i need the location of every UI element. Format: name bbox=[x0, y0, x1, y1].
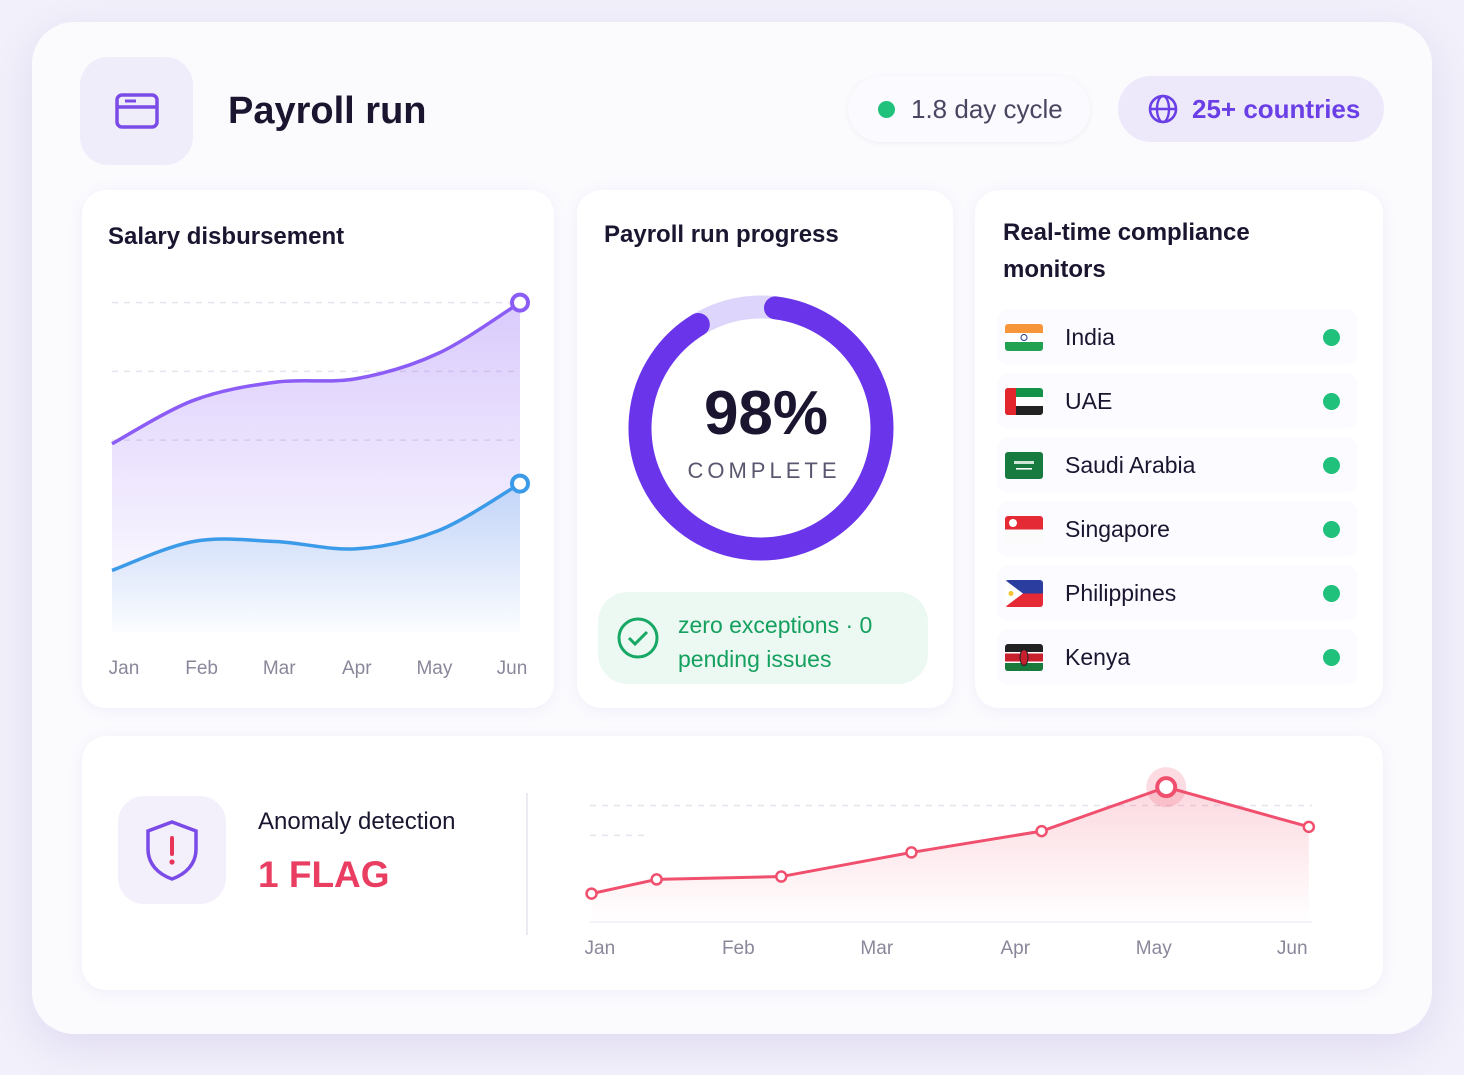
x-tick-label: Jun bbox=[497, 658, 528, 679]
x-tick-label: May bbox=[416, 658, 452, 679]
status-dot bbox=[1323, 328, 1340, 346]
card-title: Real-time compliance monitors bbox=[1003, 219, 1250, 283]
country-name: India bbox=[1065, 323, 1115, 350]
country-row: Kenya bbox=[997, 629, 1358, 685]
point bbox=[1035, 824, 1048, 838]
shield-icon-box bbox=[118, 796, 226, 904]
x-tick-label: Apr bbox=[1000, 938, 1030, 959]
x-tick-label: Feb bbox=[185, 658, 218, 679]
countries-badge[interactable]: 25+ countries bbox=[1118, 76, 1384, 142]
page-title: Payroll run bbox=[228, 90, 427, 132]
flag bbox=[1005, 451, 1043, 479]
end-point bbox=[510, 292, 530, 313]
divider bbox=[526, 793, 528, 935]
progress-label: COMPLETE bbox=[687, 458, 840, 483]
header-icon bbox=[80, 57, 193, 165]
country-name: Singapore bbox=[1065, 515, 1170, 542]
shield-icon bbox=[146, 820, 198, 881]
donut-progress bbox=[628, 296, 894, 561]
anomaly-title: Anomaly detection bbox=[258, 808, 456, 835]
badge-text: 1.8 day cycle bbox=[911, 93, 1063, 124]
x-tick-label: Jan bbox=[585, 938, 616, 959]
peak-point bbox=[1155, 776, 1178, 799]
line bbox=[111, 482, 521, 573]
point bbox=[775, 870, 788, 883]
country-name: Kenya bbox=[1065, 643, 1131, 670]
point bbox=[905, 846, 918, 859]
status-box: zero exceptions · 0 pending issues bbox=[598, 592, 928, 684]
area bbox=[591, 787, 1309, 922]
icon bbox=[115, 93, 159, 129]
status-dot bbox=[1323, 584, 1340, 602]
card-title: Salary disbursement bbox=[108, 223, 345, 250]
line bbox=[111, 301, 521, 446]
flag bbox=[1005, 515, 1043, 543]
status-dot bbox=[1323, 456, 1340, 474]
status-dot bbox=[1323, 392, 1340, 410]
country-row: Saudi Arabia bbox=[997, 437, 1358, 493]
flag bbox=[1005, 643, 1043, 671]
flag bbox=[1005, 579, 1043, 607]
card-title: Payroll run progress bbox=[604, 221, 839, 248]
country-row: India bbox=[997, 309, 1358, 365]
badge-text: 25+ countries bbox=[1192, 93, 1361, 124]
flag-count: 1 FLAG bbox=[258, 854, 390, 895]
flag bbox=[1005, 387, 1043, 415]
x-tick-label: Mar bbox=[263, 658, 296, 679]
globe-icon bbox=[1148, 94, 1178, 124]
status-dot bbox=[878, 100, 895, 118]
flag bbox=[1005, 323, 1043, 351]
point bbox=[585, 887, 598, 900]
area bbox=[112, 483, 520, 632]
x-tick-label: Jun bbox=[1277, 938, 1308, 959]
x-tick-label: May bbox=[1136, 938, 1172, 959]
country-name: Saudi Arabia bbox=[1065, 451, 1196, 478]
x-tick-label: Jan bbox=[109, 658, 140, 679]
point bbox=[650, 873, 663, 886]
status-text: zero exceptions · 0 pending issues bbox=[678, 612, 873, 672]
cycle-badge: 1.8 day cycle bbox=[848, 76, 1090, 142]
end-point bbox=[510, 473, 530, 494]
country-name: Philippines bbox=[1065, 579, 1177, 606]
x-tick-label: Feb bbox=[722, 938, 755, 959]
status-dot bbox=[1323, 648, 1340, 666]
x-tick-label: Apr bbox=[342, 658, 372, 679]
x-tick-label: Mar bbox=[860, 938, 893, 959]
point bbox=[1302, 820, 1316, 834]
status-dot bbox=[1323, 520, 1340, 538]
country-row: UAE bbox=[997, 373, 1358, 429]
country-row: Singapore bbox=[997, 501, 1358, 557]
country-row: Philippines bbox=[997, 565, 1358, 621]
check-icon bbox=[617, 617, 659, 659]
progress-value: 98% bbox=[704, 379, 828, 448]
country-name: UAE bbox=[1065, 387, 1113, 414]
